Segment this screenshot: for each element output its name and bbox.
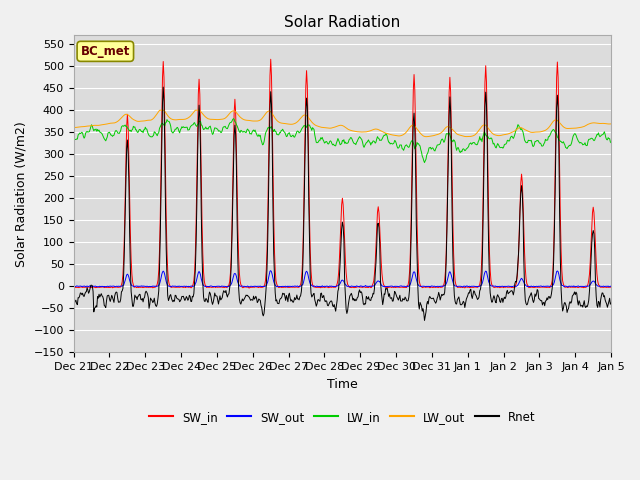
SW_in [70,285,77,290]
Rnet [189,293,196,299]
SW_out [387,283,395,289]
Rnet [159,84,167,90]
LW_out [189,111,196,117]
LW_in [335,137,342,143]
Title: Solar Radiation: Solar Radiation [284,15,401,30]
LW_out [70,124,77,130]
Rnet [607,300,615,306]
SW_in [335,256,343,262]
LW_in [211,125,219,131]
Rnet [420,318,428,324]
LW_out [335,123,342,129]
SW_out [459,284,467,290]
Rnet [70,301,77,307]
SW_in [245,285,253,291]
LW_in [70,137,77,143]
LW_out [156,108,164,113]
Line: SW_in: SW_in [74,59,611,288]
SW_in [211,284,219,290]
SW_in [388,285,396,290]
Text: BC_met: BC_met [81,45,130,58]
LW_out [441,126,449,132]
LW_in [607,140,615,145]
Y-axis label: Solar Radiation (W/m2): Solar Radiation (W/m2) [15,121,28,267]
LW_out [212,117,220,122]
Line: Rnet: Rnet [74,87,611,321]
SW_out [70,284,77,289]
SW_in [607,285,615,290]
SW_out [607,284,615,289]
LW_in [230,116,237,121]
LW_in [420,160,428,166]
SW_out [440,283,448,288]
Rnet [387,296,395,301]
SW_out [267,268,275,274]
LW_in [559,139,567,144]
Line: LW_in: LW_in [74,119,611,163]
Rnet [212,293,220,299]
SW_in [441,278,449,284]
LW_in [441,138,449,144]
Rnet [335,286,342,291]
SW_in [559,281,567,287]
SW_out [559,283,567,289]
SW_out [211,284,219,289]
Line: LW_out: LW_out [74,110,611,137]
X-axis label: Time: Time [327,378,358,391]
LW_out [607,121,615,127]
LW_out [559,124,567,130]
LW_out [387,132,395,137]
LW_in [188,122,195,128]
SW_in [188,285,195,290]
LW_out [423,134,431,140]
SW_in [267,56,275,62]
SW_out [188,283,195,289]
Line: SW_out: SW_out [74,271,611,287]
Rnet [559,306,567,312]
LW_in [387,141,395,146]
Rnet [441,289,449,295]
Legend: SW_in, SW_out, LW_in, LW_out, Rnet: SW_in, SW_out, LW_in, LW_out, Rnet [145,406,540,428]
SW_out [335,282,342,288]
